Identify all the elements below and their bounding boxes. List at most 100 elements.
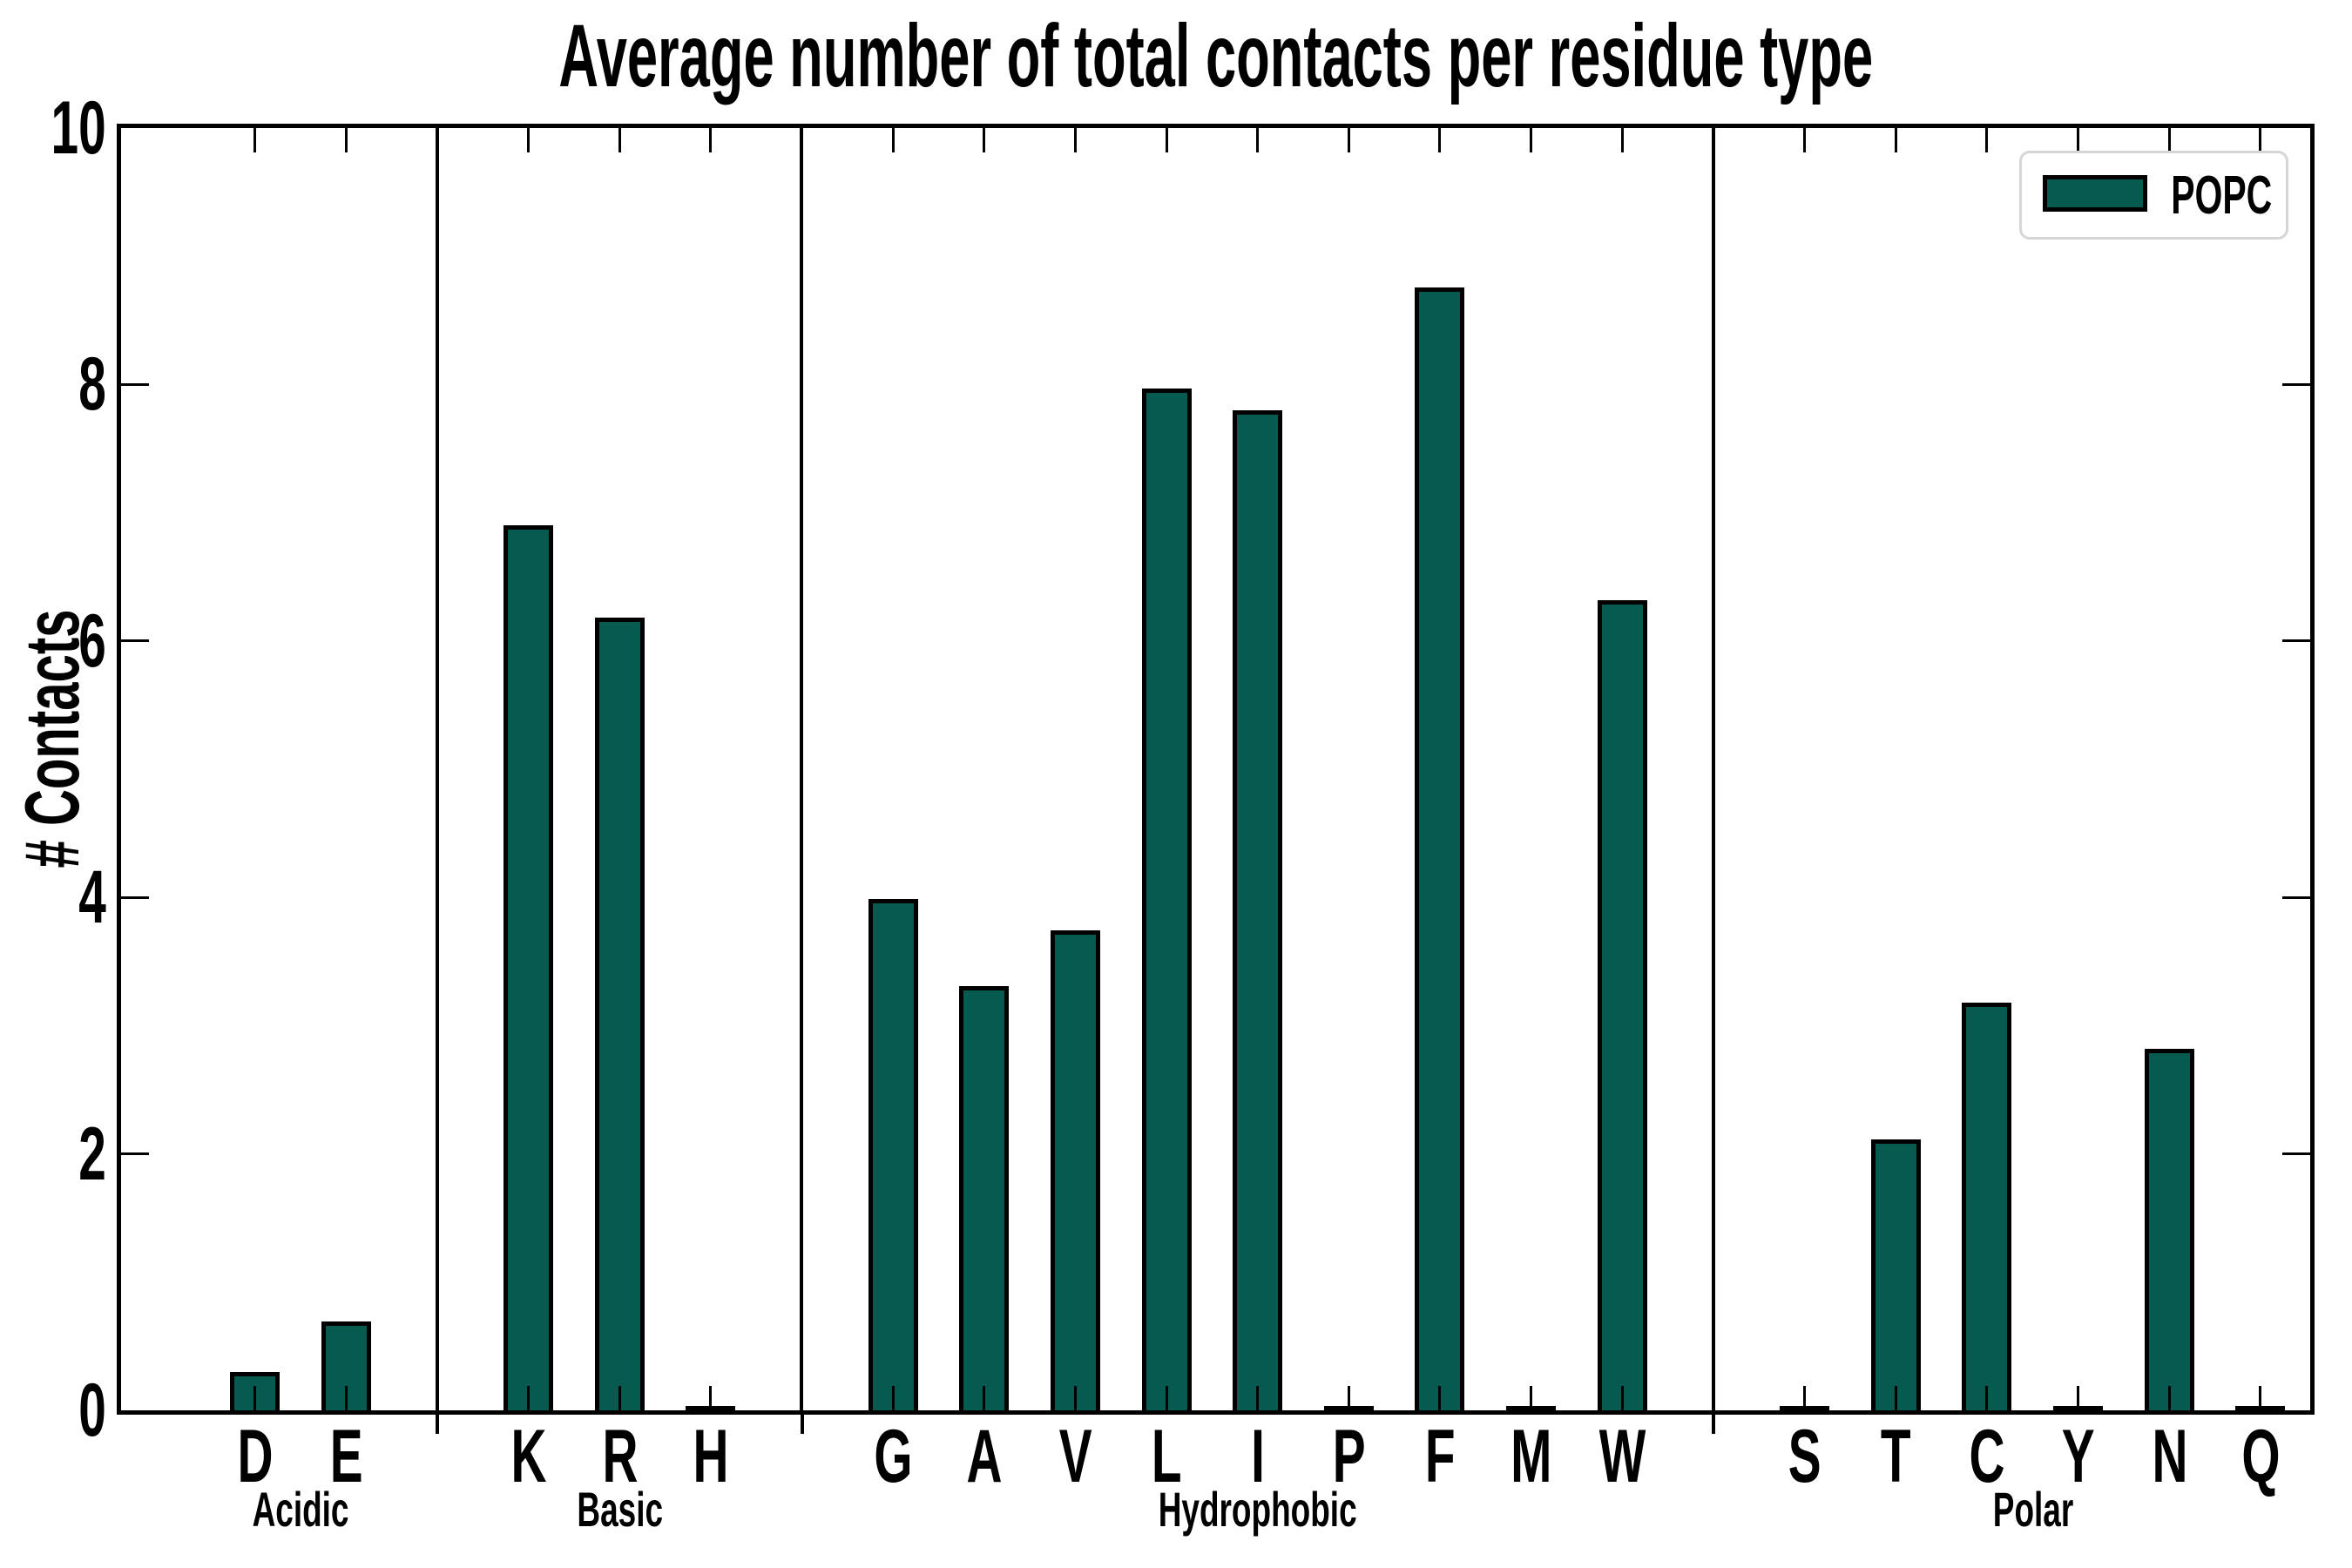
bar-K [503,525,553,1410]
x-tick-bottom-N [2167,1386,2171,1410]
bar-F [1415,287,1465,1410]
x-tick-label-Q: Q [2241,1414,2281,1498]
x-tick-bottom-G [891,1386,895,1410]
x-tick-top-E [344,128,348,152]
x-tick-label-C: C [1969,1414,2005,1498]
x-tick-top-T [1894,128,1897,152]
group-divider-subtick [436,1410,440,1434]
y-tick-right-2 [2282,1152,2310,1156]
chart-title: Average number of total contacts per res… [558,5,1874,105]
x-tick-bottom-V [1073,1386,1077,1410]
x-tick-label-K: K [510,1414,547,1498]
group-label-basic: Basic [577,1481,663,1537]
group-divider-subtick [1712,1410,1716,1434]
x-tick-bottom-F [1438,1386,1442,1410]
x-tick-bottom-A [983,1386,986,1410]
y-tick-label-4: 4 [78,855,106,940]
group-divider [1711,128,1715,1410]
x-tick-top-S [1803,128,1807,152]
bar-N [2144,1049,2194,1410]
group-divider-subtick [800,1410,804,1434]
bar-V [1050,930,1100,1410]
y-tick-label-6: 6 [78,598,106,683]
x-tick-label-D: D [237,1414,274,1498]
bar-W [1597,600,1647,1410]
group-label-hydrophobic: Hydrophobic [1159,1481,1358,1537]
x-tick-bottom-D [253,1386,256,1410]
x-tick-label-A: A [966,1414,1003,1498]
x-tick-bottom-K [526,1386,530,1410]
y-tick-label-10: 10 [51,86,106,170]
x-tick-top-R [618,128,621,152]
x-tick-label-E: E [329,1414,363,1498]
legend-box: POPC [2019,151,2288,240]
y-tick-left-6 [121,639,149,643]
x-tick-bottom-T [1894,1386,1897,1410]
y-tick-label-0: 0 [78,1369,106,1452]
x-tick-top-W [1620,128,1624,152]
bar-I [1233,410,1283,1410]
x-tick-label-S: S [1788,1414,1821,1498]
y-tick-left-8 [121,382,149,386]
x-tick-label-Y: Y [2062,1414,2095,1498]
legend-swatch [2043,175,2147,212]
y-tick-right-8 [2282,382,2310,386]
x-tick-bottom-S [1803,1386,1807,1410]
x-tick-bottom-Q [2259,1386,2262,1410]
x-tick-top-I [1256,128,1260,152]
x-tick-top-A [983,128,986,152]
plot-area [117,124,2315,1415]
x-tick-label-T: T [1881,1414,1912,1498]
x-tick-label-W: W [1598,1414,1646,1498]
x-tick-top-D [253,128,256,152]
x-tick-top-N [2167,128,2171,152]
x-tick-top-V [1073,128,1077,152]
x-tick-label-G: G [874,1414,913,1498]
x-tick-top-C [1985,128,1989,152]
x-tick-bottom-E [344,1386,348,1410]
x-tick-bottom-R [618,1386,621,1410]
x-tick-bottom-C [1985,1386,1989,1410]
x-tick-label-R: R [602,1414,639,1498]
group-label-polar: Polar [1992,1481,2073,1537]
x-tick-label-V: V [1058,1414,1092,1498]
x-tick-top-M [1530,128,1533,152]
legend-label: POPC [2171,165,2273,226]
x-tick-bottom-M [1530,1386,1533,1410]
bar-L [1141,389,1192,1410]
bar-C [1962,1003,2012,1410]
x-tick-label-M: M [1511,1414,1552,1498]
x-tick-bottom-W [1620,1386,1624,1410]
group-divider [800,128,804,1410]
x-tick-bottom-Y [2077,1386,2079,1410]
x-tick-label-I: I [1251,1414,1266,1498]
x-tick-label-N: N [2152,1414,2188,1498]
bar-T [1870,1139,1921,1410]
x-tick-bottom-H [709,1386,713,1410]
x-tick-top-G [891,128,895,152]
x-tick-bottom-P [1347,1386,1350,1410]
x-tick-label-P: P [1332,1414,1366,1498]
x-tick-bottom-I [1256,1386,1260,1410]
y-tick-left-4 [121,896,149,899]
bar-A [959,986,1010,1410]
x-tick-top-Q [2259,128,2262,152]
x-tick-top-Y [2077,128,2079,152]
x-tick-bottom-L [1165,1386,1168,1410]
x-tick-label-F: F [1425,1414,1456,1498]
x-tick-top-H [709,128,713,152]
y-tick-label-2: 2 [78,1112,106,1196]
group-label-acidic: Acidic [252,1481,349,1537]
x-tick-top-K [526,128,530,152]
x-tick-top-L [1165,128,1168,152]
x-tick-top-P [1347,128,1350,152]
bar-R [594,618,645,1410]
group-divider [435,128,439,1410]
y-tick-right-6 [2282,639,2310,643]
x-tick-label-L: L [1152,1414,1182,1498]
x-tick-top-F [1438,128,1442,152]
y-tick-left-2 [121,1152,149,1156]
y-tick-right-4 [2282,896,2310,899]
bar-G [868,899,918,1410]
